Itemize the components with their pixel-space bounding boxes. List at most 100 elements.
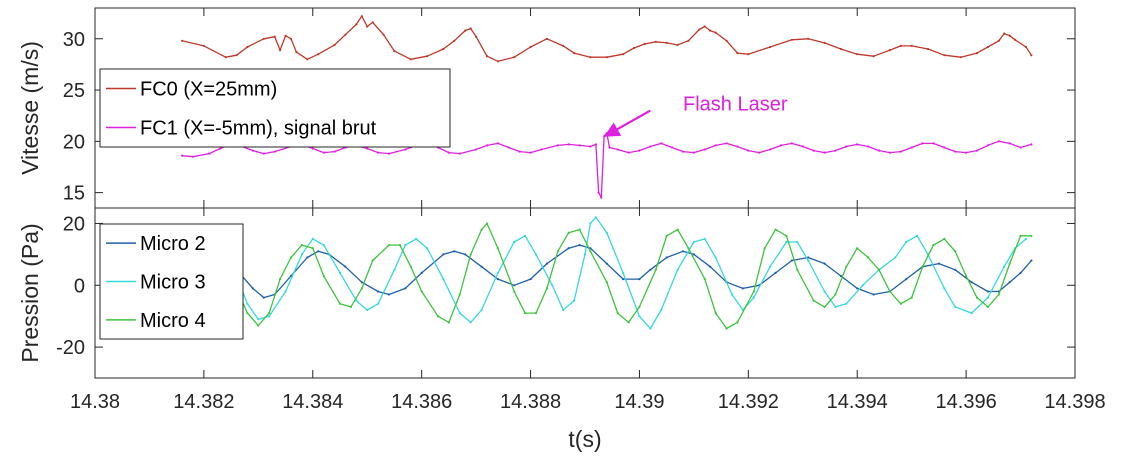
data-point [273,150,276,153]
data-point [654,268,657,271]
data-point [790,259,794,262]
data-point [426,247,429,250]
data-point [926,47,930,51]
data-point [649,327,652,330]
data-point [845,265,848,268]
data-point [524,234,527,237]
data-point [605,231,608,234]
data-point [507,146,510,149]
data-point [485,222,489,225]
data-point [545,287,549,290]
data-point [965,274,968,278]
pressure-subplot: -20 0 20 14.38 14.382 14.384 14.386 14.388 14.39… [17,207,1106,452]
data-point [393,268,396,271]
data-point [436,315,440,318]
data-point [426,55,429,58]
series-markers-1 [235,244,1033,299]
data-point [377,290,380,293]
data-point [366,308,369,312]
data-point [1030,234,1033,237]
data-point [823,290,826,293]
data-point [997,140,1000,143]
data-point [268,312,271,315]
data-point [534,253,538,256]
data-point [453,39,456,42]
data-point [834,149,837,152]
data-point [524,312,527,315]
data-point [943,237,946,240]
data-point [257,318,260,321]
data-point [540,148,543,151]
data-point [322,151,325,154]
data-point [496,247,499,250]
data-point [246,45,249,49]
data-point [616,312,619,315]
data-point [943,54,946,57]
data-point [578,244,581,247]
x-tick-label: 14.384 [282,391,343,413]
data-point [660,142,663,145]
data-point [790,142,794,145]
data-point [355,23,358,26]
data-point [812,149,815,152]
data-point [622,278,625,281]
x-tick-label: 14.382 [173,391,234,413]
data-point [747,53,750,56]
data-point [594,216,598,219]
data-point [289,256,293,259]
x-tick-label: 14.388 [500,391,561,413]
data-point [779,144,783,147]
data-point [638,278,641,281]
data-point [725,327,728,330]
data-point [769,45,772,49]
y-tick-label: 20 [63,131,85,153]
y-axis-label: Pression (Pa) [17,223,43,362]
data-point [447,321,450,324]
data-point [608,146,611,149]
x-tick-label: 14.394 [827,391,888,413]
data-point [681,150,685,153]
data-point [692,151,696,154]
data-point [643,42,647,46]
data-point [1014,38,1017,41]
data-point [496,142,499,145]
data-point [398,244,401,247]
data-point [567,247,570,250]
data-point [377,151,380,154]
data-point [921,265,924,268]
data-point [496,278,499,281]
y-tick-label: 0 [74,275,85,297]
data-point [513,240,516,244]
data-point [845,145,848,148]
data-point [986,296,990,299]
data-point [823,41,826,45]
data-point [442,278,445,281]
data-point [910,44,913,48]
data-point [567,231,570,234]
legend-box [99,68,451,148]
data-point [665,256,668,259]
data-point [322,274,325,278]
data-point [1024,237,1028,240]
data-point [529,151,532,154]
data-point [692,253,696,256]
data-point [333,150,336,153]
data-point [480,308,483,312]
data-point [627,321,630,324]
data-point [790,38,794,41]
data-point [469,27,472,30]
data-point [409,265,412,268]
data-point [954,250,957,253]
data-point [235,54,238,57]
x-tick-label: 14.396 [936,391,997,413]
data-point [605,56,608,59]
data-point [954,150,957,153]
data-point [262,296,265,299]
data-point [899,44,902,48]
data-point [202,44,205,48]
data-point [616,148,619,151]
data-point [300,244,303,247]
data-point [632,46,636,50]
data-point [872,293,875,296]
data-point [910,296,913,299]
